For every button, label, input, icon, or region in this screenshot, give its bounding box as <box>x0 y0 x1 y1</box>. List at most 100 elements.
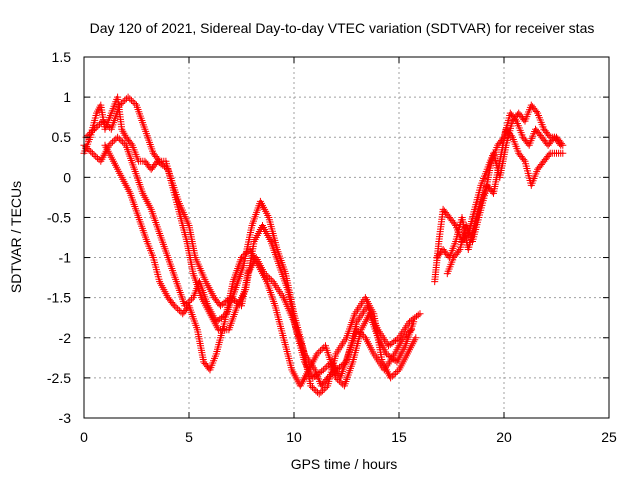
y-tick-label: 0.5 <box>52 129 72 145</box>
data-point <box>107 140 115 148</box>
data-point <box>310 385 318 393</box>
data-point <box>84 132 92 140</box>
data-point <box>387 374 395 382</box>
data-point <box>109 138 117 146</box>
data-point <box>117 100 125 108</box>
data-point <box>93 154 101 162</box>
y-tick-label: 0 <box>63 169 71 185</box>
data-point <box>188 295 196 303</box>
data-point <box>241 250 249 258</box>
data-point <box>115 135 123 143</box>
data-point <box>127 140 135 148</box>
data-point <box>96 120 104 128</box>
data-point <box>154 156 162 164</box>
y-axis-label: SDTVAR / TECUs <box>8 181 24 293</box>
data-point <box>94 122 102 130</box>
y-tick-label: -2 <box>59 330 72 346</box>
data-point <box>315 390 323 398</box>
data-point <box>172 303 180 311</box>
x-tick-label: 25 <box>601 429 617 445</box>
data-point <box>511 116 519 124</box>
data-point <box>83 144 91 152</box>
series-4 <box>101 141 418 390</box>
data-point <box>101 119 109 127</box>
data-point <box>104 122 112 130</box>
data-point <box>308 384 316 392</box>
data-point <box>175 307 183 315</box>
data-point <box>316 347 324 355</box>
y-tick-label: -1 <box>59 250 72 266</box>
data-point <box>102 120 110 128</box>
data-point <box>410 318 418 326</box>
series-6 <box>433 125 567 262</box>
data-point <box>315 348 323 356</box>
data-point <box>127 96 135 104</box>
data-point <box>317 388 325 396</box>
data-point <box>117 136 125 144</box>
data-point <box>390 371 398 379</box>
data-point <box>99 117 107 125</box>
data-point <box>507 132 515 140</box>
y-tick-label: -0.5 <box>47 209 71 225</box>
data-point <box>559 149 567 157</box>
data-point <box>124 93 132 101</box>
data-point <box>393 335 401 343</box>
data-point <box>87 148 95 156</box>
data-point <box>416 310 424 318</box>
data-point <box>186 297 194 305</box>
data-point <box>119 98 127 106</box>
data-point <box>318 367 326 375</box>
data-point <box>399 334 407 342</box>
data-point <box>319 366 327 374</box>
data-point <box>321 364 329 372</box>
data-point <box>335 377 343 385</box>
data-point <box>174 305 182 313</box>
data-point <box>119 138 127 146</box>
data-point <box>337 379 345 387</box>
data-point <box>545 132 553 140</box>
data-point <box>414 311 422 319</box>
data-point <box>545 151 553 159</box>
data-point <box>90 151 98 159</box>
data-point <box>85 146 93 154</box>
data-point <box>169 300 177 308</box>
data-point <box>92 124 100 132</box>
data-point <box>322 384 330 392</box>
data-point <box>170 302 178 310</box>
x-tick-label: 15 <box>391 429 407 445</box>
data-point <box>455 247 463 255</box>
y-tick-label: 1 <box>63 89 71 105</box>
data-point <box>116 101 124 109</box>
data-point <box>557 141 565 149</box>
x-tick-label: 10 <box>286 429 302 445</box>
data-point <box>266 274 274 282</box>
data-points <box>80 93 567 398</box>
data-point <box>120 140 128 148</box>
data-point <box>499 135 507 143</box>
series-3 <box>82 93 416 382</box>
chart-title: Day 120 of 2021, Sidereal Day-to-day VTE… <box>90 20 595 36</box>
grid <box>84 57 609 418</box>
data-point <box>85 130 93 138</box>
plot-frame <box>83 56 610 419</box>
data-point <box>332 374 340 382</box>
data-point <box>520 156 528 164</box>
data-point <box>555 140 563 148</box>
data-point <box>92 152 100 160</box>
y-tick-label: -2.5 <box>47 370 71 386</box>
data-point <box>312 387 320 395</box>
data-point <box>392 369 400 377</box>
data-point <box>114 133 122 141</box>
data-point <box>532 108 540 116</box>
data-point <box>388 372 396 380</box>
data-point <box>129 98 137 106</box>
x-tick-label: 0 <box>80 429 88 445</box>
data-point <box>239 252 247 260</box>
data-point <box>450 220 458 228</box>
data-point <box>91 125 98 133</box>
axis-ticks: 0 5 10 15 20 25 -3 -2.5 -2 -1.5 -1 -0.5 0 0.5 1 1.5 <box>47 49 617 445</box>
data-point <box>412 334 420 342</box>
x-tick-label: 5 <box>185 429 193 445</box>
